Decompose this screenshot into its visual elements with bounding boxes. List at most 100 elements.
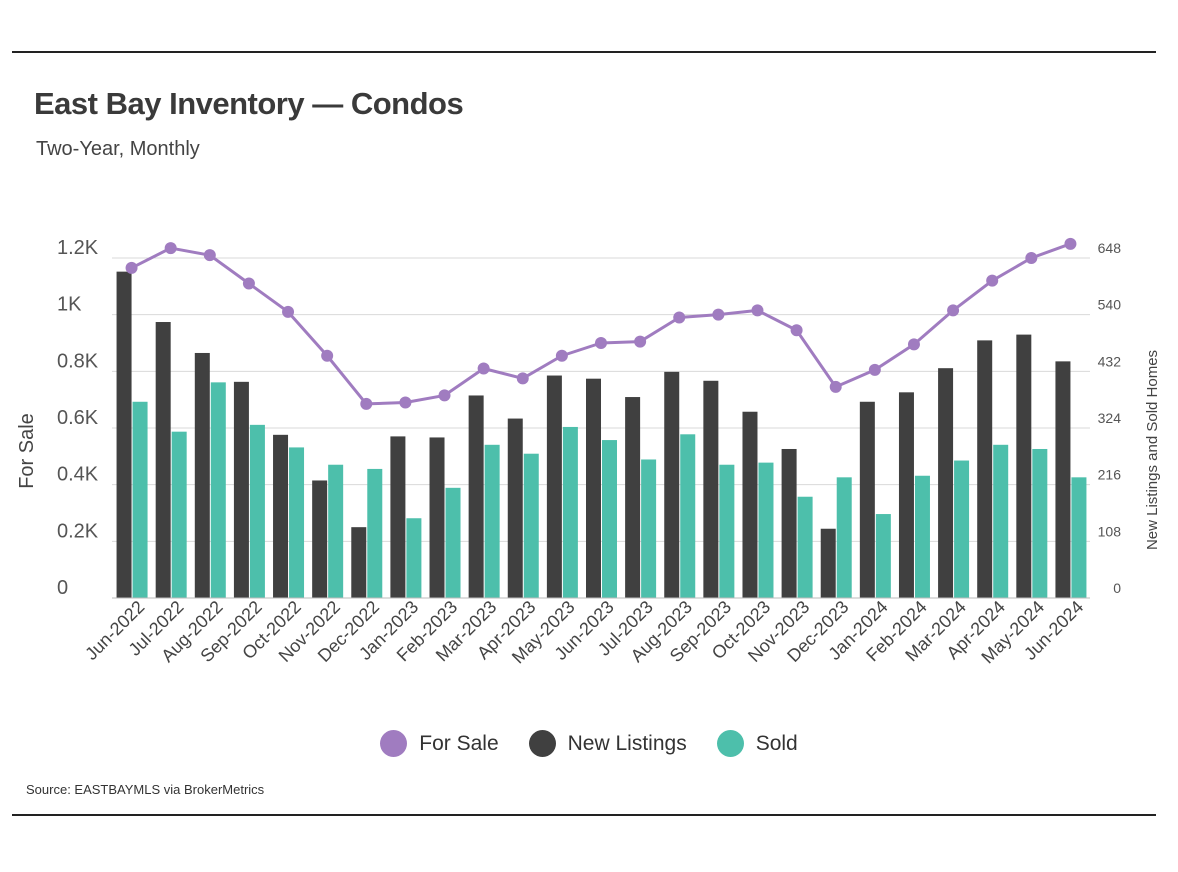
bar-new-listings [1016,334,1032,598]
bar-sold [328,464,344,598]
point-for-sale [712,308,725,321]
bar-new-listings [233,381,249,598]
point-for-sale [164,242,177,255]
bar-new-listings [116,271,132,598]
y-left-tick-label: 0.8K [57,350,99,372]
bar-sold [132,401,148,598]
bar-sold [875,514,891,598]
bar-new-listings [1055,361,1071,598]
bar-sold [602,440,617,598]
bar-new-listings [155,322,171,598]
point-for-sale [282,305,295,318]
bar-new-listings [468,395,484,598]
point-for-sale [868,363,881,376]
bar-new-listings [429,437,445,598]
point-for-sale [125,261,138,274]
top-rule [12,51,1156,53]
y-left-tick-label: 1K [57,294,82,316]
point-for-sale [399,396,412,409]
bar-new-listings [312,480,328,598]
point-for-sale [829,380,842,393]
bar-new-listings [194,352,210,598]
y-left-tick-label: 0 [57,577,68,599]
y-left-tick-label: 1.2K [57,237,99,259]
legend-item-sold[interactable]: Sold [716,730,798,757]
bar-sold [680,434,696,598]
bar-sold [836,477,852,598]
point-for-sale [1025,252,1038,264]
bar-sold [445,487,461,598]
bar-new-listings [351,527,367,598]
point-for-sale [947,304,960,317]
legend-label-new-listings: New Listings [567,731,687,755]
bar-sold [993,444,1009,598]
y-right-axis-title: New Listings and Sold Homes [1144,350,1161,550]
y-right-tick-label: 324 [1098,410,1122,426]
bar-new-listings [859,401,875,598]
y-right-tick-label: 648 [1098,240,1122,256]
bar-sold [562,426,578,598]
legend: For Sale New Listings Sold [0,730,1178,757]
y-right-tick-label: 108 [1098,523,1122,539]
point-for-sale [751,304,764,317]
point-for-sale [555,349,568,362]
point-for-sale [1064,237,1077,250]
y-right-tick-label: 0 [1113,580,1121,596]
y-left-tick-label: 0.6K [57,407,99,429]
bar-new-listings [586,378,601,598]
bar-new-listings [820,528,836,598]
point-for-sale [790,324,803,337]
bar-sold [523,453,539,598]
bar-sold [1071,477,1087,598]
legend-swatch-for-sale [380,730,408,757]
bar-sold [641,459,657,598]
y-left-tick-label: 0.2K [57,520,99,542]
y-right-tick-label: 540 [1098,297,1122,313]
bar-new-listings [507,418,523,598]
point-for-sale [360,397,373,410]
bar-new-listings [977,340,993,598]
chart-subtitle: Two-Year, Monthly [36,138,200,160]
bar-sold [758,462,774,598]
bar-new-listings [938,368,954,598]
bar-new-listings [898,392,914,598]
bar-sold [289,447,305,598]
bar-new-listings [703,380,719,598]
source-note: Source: EASTBAYMLS via BrokerMetrics [26,782,265,797]
bar-sold [171,431,187,598]
bar-sold [249,424,265,598]
point-for-sale [321,349,334,362]
bar-new-listings [273,434,289,598]
point-for-sale [516,372,529,385]
legend-item-for-sale[interactable]: For Sale [380,730,499,757]
legend-swatch-new-listings [528,730,556,757]
point-for-sale [203,249,216,262]
bar-new-listings [781,448,797,598]
bar-sold [914,475,930,598]
point-for-sale [438,389,451,402]
bar-sold [1032,448,1048,598]
legend-label-for-sale: For Sale [419,731,499,755]
chart-title: East Bay Inventory — Condos [34,86,464,121]
point-for-sale [634,335,647,348]
point-for-sale [986,274,999,287]
bar-sold [954,460,970,598]
bar-sold [210,382,226,598]
point-for-sale [673,311,686,324]
point-for-sale [242,277,255,290]
bar-new-listings [625,397,641,598]
bar-new-listings [390,436,406,598]
y-right-tick-label: 216 [1098,467,1122,483]
legend-swatch-sold [716,730,744,757]
bar-sold [719,464,735,598]
y-left-axis-title: For Sale [16,413,38,489]
bar-sold [406,518,422,598]
bar-new-listings [546,375,562,598]
bar-sold [797,496,813,598]
point-for-sale [907,338,920,351]
point-for-sale [477,362,490,375]
bar-sold [367,468,383,598]
legend-item-new-listings[interactable]: New Listings [528,730,687,757]
y-left-tick-label: 0.4K [57,464,99,486]
